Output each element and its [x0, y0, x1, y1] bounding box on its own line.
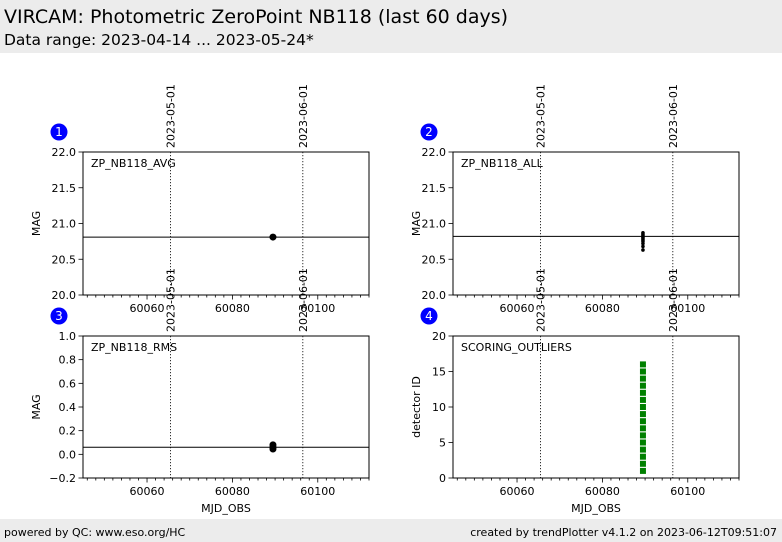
panel-2-data-point — [641, 244, 645, 249]
panel-4-data-point — [639, 375, 646, 382]
panel-4-data-point — [639, 361, 646, 368]
panel-3-x-tick-label: 60060 — [130, 485, 165, 498]
panel-4-data-point — [639, 432, 646, 439]
panel-2-data-point — [641, 248, 645, 252]
panel-3-date-marker-label: 2023-05-01 — [165, 268, 178, 332]
panel-2-y-axis-label: MAG — [410, 211, 423, 236]
panel-4-badge-number: 4 — [425, 309, 433, 323]
panel-1-x-tick-label: 60080 — [215, 302, 250, 315]
panel-4-x-tick-label: 60100 — [670, 485, 705, 498]
panel-3-y-tick-label: 0.6 — [59, 377, 77, 390]
panel-3-label: ZP_NB118_RMS — [91, 341, 177, 354]
panel-4-y-tick-label: 10 — [432, 401, 446, 414]
panel-4-frame — [452, 335, 740, 479]
panel-2-y-tick-label: 21.0 — [422, 218, 447, 231]
panel-3-y-tick-label: 0.8 — [59, 354, 77, 367]
panel-2-y-tick-label: 22.0 — [422, 146, 447, 159]
panel-4-y-tick-label: 5 — [439, 437, 446, 450]
panel-2-date-marker-label: 2023-05-01 — [535, 84, 548, 148]
panel-3-badge-number: 3 — [55, 309, 63, 323]
panel-3-x-axis-label: MJD_OBS — [201, 502, 251, 515]
panel-4-y-tick-label: 20 — [432, 330, 446, 343]
panel-4-data-point — [639, 418, 646, 425]
panel-1-x-tick-label: 60060 — [130, 302, 165, 315]
panel-2-label: ZP_NB118_ALL — [461, 157, 544, 170]
panel-4-badge — [420, 307, 438, 325]
panel-3-date-marker-label: 2023-06-01 — [297, 268, 310, 332]
panel-3-y-tick-label: 0.4 — [59, 401, 77, 414]
panel-4-data-point — [639, 396, 646, 403]
panel-2-y-tick-label: 20.0 — [422, 289, 447, 302]
panel-3-y-tick-label: 0.2 — [59, 425, 77, 438]
panel-4-data-point — [639, 411, 646, 418]
panel-1-x-tick-label: 60100 — [300, 302, 335, 315]
panel-3-y-tick-label: −0.2 — [49, 472, 76, 485]
panel-1-y-tick-label: 20.0 — [52, 289, 77, 302]
header: VIRCAM: Photometric ZeroPoint NB118 (las… — [0, 0, 782, 53]
panel-3-frame — [82, 335, 370, 479]
panel-4-data-point — [639, 368, 646, 375]
panel-4-x-tick-label: 60080 — [585, 485, 620, 498]
panel-4-data-point — [639, 460, 646, 467]
panel-1-y-tick-label: 22.0 — [52, 146, 77, 159]
panel-2-data-point — [641, 241, 645, 246]
panel-1-label: ZP_NB118_AVG — [91, 157, 176, 170]
footer-generator: created by trendPlotter v4.1.2 on 2023-0… — [470, 526, 777, 539]
panel-4-data-point — [639, 404, 646, 410]
page-subtitle: Data range: 2023-04-14 ... 2023-05-24* — [4, 31, 314, 49]
panel-2-badge — [420, 123, 438, 141]
panel-3-badge — [50, 307, 68, 325]
panel-4-date-marker-label: 2023-06-01 — [667, 268, 680, 332]
panel-1-date-marker-label: 2023-05-01 — [165, 84, 178, 148]
page-title: VIRCAM: Photometric ZeroPoint NB118 (las… — [4, 6, 509, 28]
panel-2-y-tick-label: 21.5 — [422, 182, 447, 195]
panel-1-badge-number: 1 — [55, 125, 63, 139]
panel-3-y-axis-label: MAG — [30, 394, 43, 419]
panel-4-data-point — [639, 467, 646, 474]
panel-4-y-tick-label: 15 — [432, 366, 446, 379]
panel-2-y-tick-label: 20.5 — [422, 253, 447, 266]
panel-2-x-tick-label: 60060 — [500, 302, 535, 315]
panel-4-y-tick-label: 0 — [439, 472, 446, 485]
panel-1-y-tick-label: 21.5 — [52, 182, 77, 195]
panel-4-data-point — [639, 453, 646, 460]
panel-3-data-point — [269, 445, 277, 453]
panel-1-badge — [50, 123, 68, 141]
footer: powered by QC: www.eso.org/HC created by… — [0, 519, 782, 542]
panel-4-data-point — [639, 382, 646, 389]
panel-2-x-tick-label: 60080 — [585, 302, 620, 315]
panel-1-y-axis-label: MAG — [30, 211, 43, 236]
panel-2-badge-number: 2 — [425, 125, 433, 139]
panel-1-frame — [82, 151, 370, 296]
panel-4-date-marker-label: 2023-05-01 — [535, 268, 548, 332]
panel-1-y-tick-label: 21.0 — [52, 218, 77, 231]
panel-2-date-marker-label: 2023-06-01 — [667, 84, 680, 148]
panel-4-data-point — [639, 446, 646, 453]
panel-1-data-point — [269, 233, 277, 241]
panel-3-x-tick-label: 60100 — [300, 485, 335, 498]
panel-3-y-tick-label: 1.0 — [59, 330, 77, 343]
panel-3-x-tick-label: 60080 — [215, 485, 250, 498]
panel-4-label: SCORING_OUTLIERS — [461, 341, 572, 354]
panel-4-data-point — [639, 439, 646, 446]
panel-4-y-axis-label: detector ID — [410, 376, 423, 438]
panel-4-data-point — [639, 425, 646, 432]
panel-1-y-tick-label: 20.5 — [52, 253, 77, 266]
panel-3-y-tick-label: 0.0 — [59, 448, 77, 461]
panel-1-date-marker-label: 2023-06-01 — [297, 84, 310, 148]
panel-2-frame — [452, 151, 740, 296]
footer-credit: powered by QC: www.eso.org/HC — [4, 526, 186, 539]
panel-4-data-point — [639, 389, 646, 396]
panel-2-x-tick-label: 60100 — [670, 302, 705, 315]
panel-4-x-tick-label: 60060 — [500, 485, 535, 498]
panel-4-x-axis-label: MJD_OBS — [571, 502, 621, 515]
